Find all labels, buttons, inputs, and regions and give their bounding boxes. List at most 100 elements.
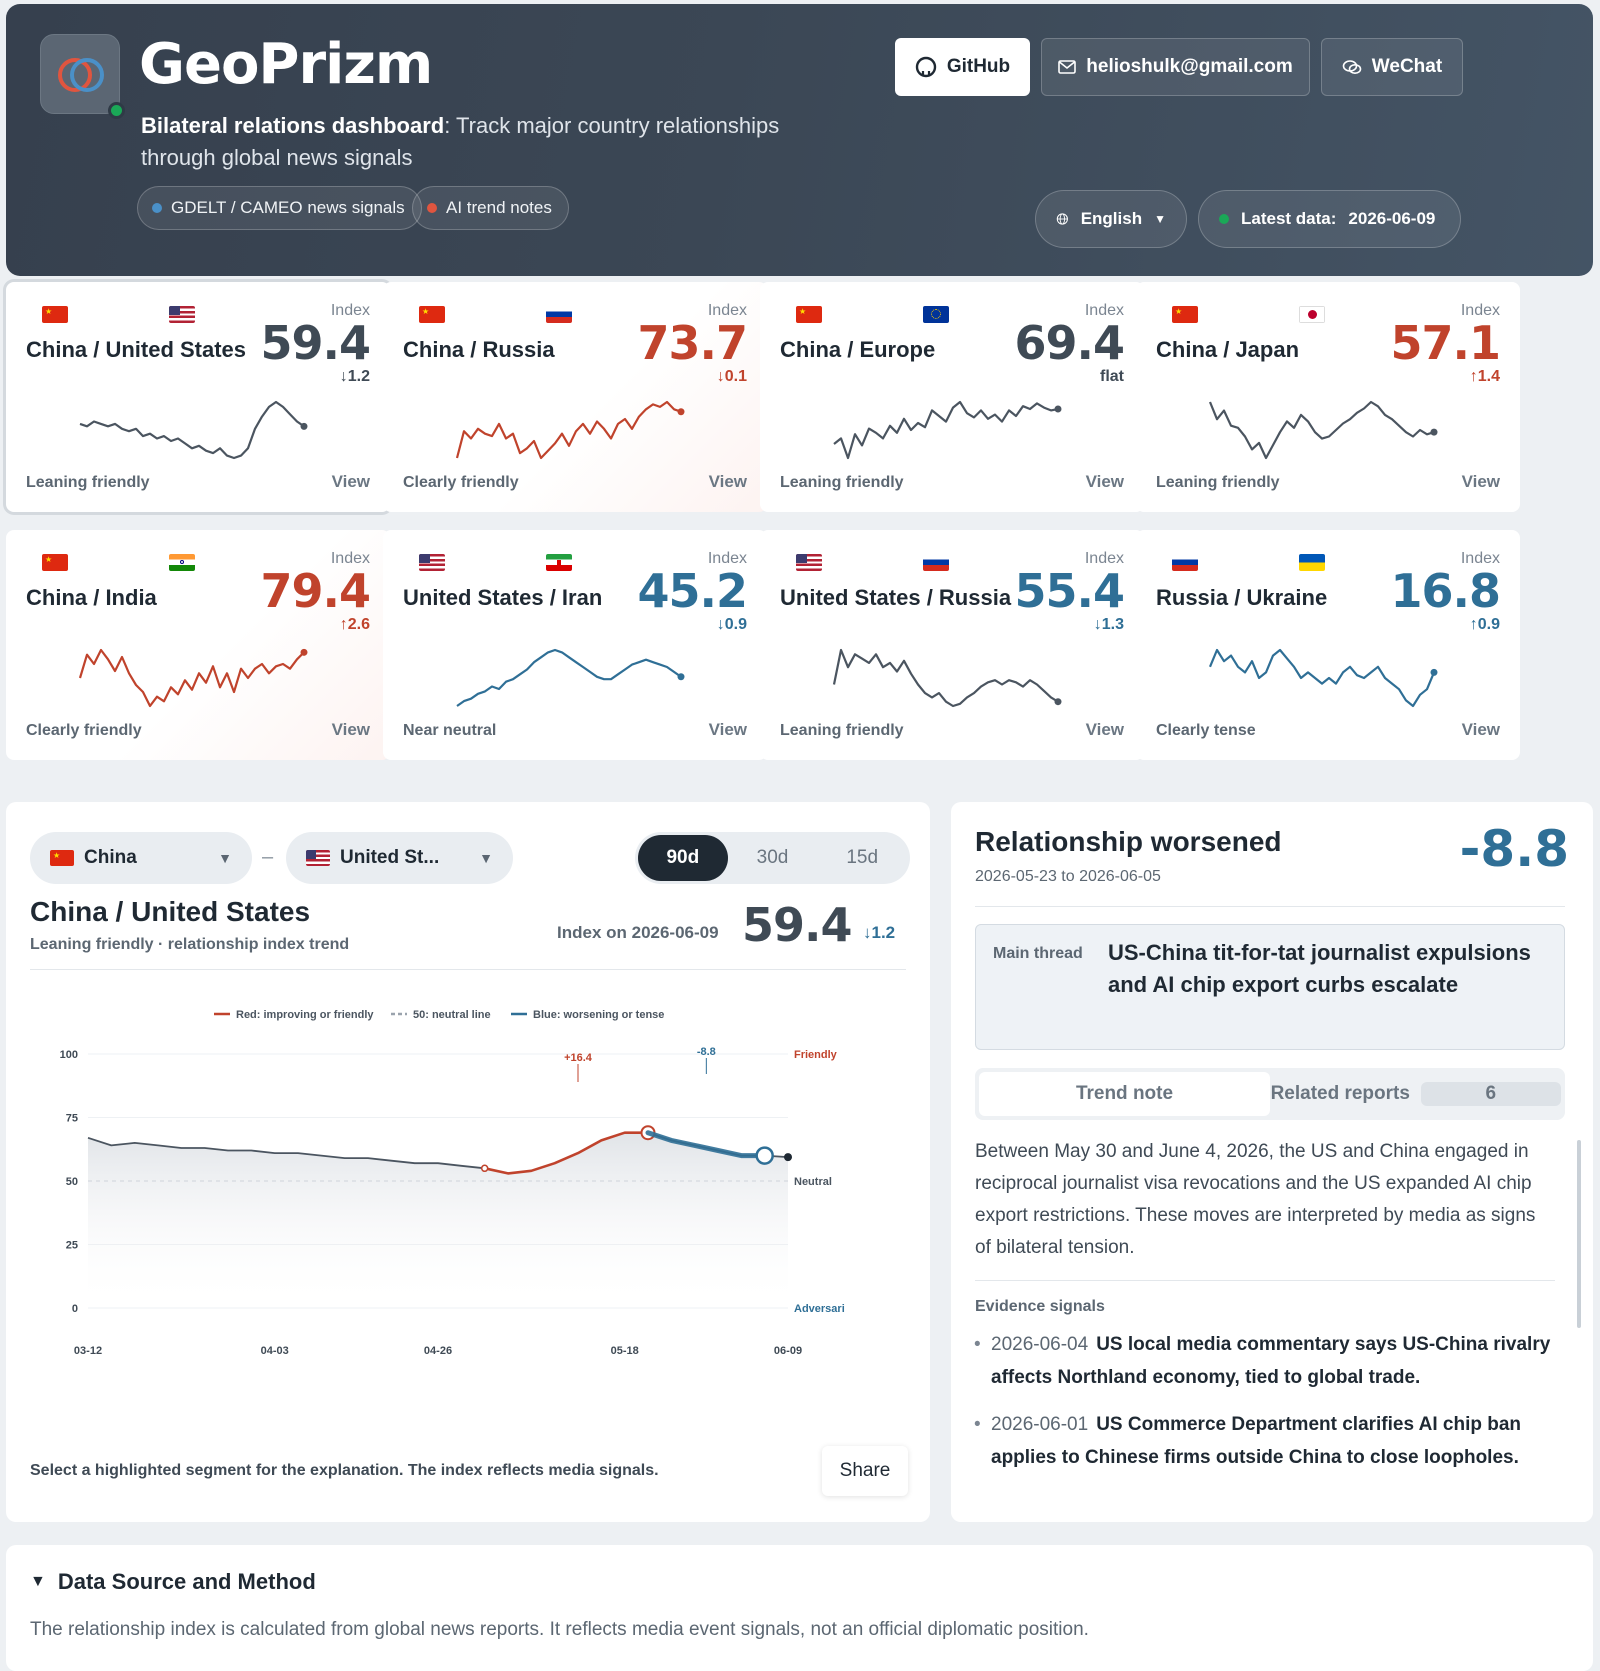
chevron-down-icon: ▼: [218, 850, 232, 866]
pair-dash: –: [262, 846, 274, 868]
eu-flag-icon: [923, 306, 949, 323]
relationship-index-chart: Red: improving or friendly 50: neutral li…: [60, 1009, 845, 1357]
pair-card[interactable]: United States / Iran Index 45.2 ↓0.9 Near ne…: [383, 530, 767, 760]
x-tick-label: 05-18: [611, 1345, 639, 1357]
view-link[interactable]: View: [708, 472, 747, 491]
view-link[interactable]: View: [1085, 720, 1124, 739]
pair-name: China / Europe: [780, 337, 936, 362]
method-toggle[interactable]: ▼ Data Source and Method: [30, 1569, 316, 1595]
highlighted-segment: [483, 1131, 650, 1175]
sparkline: [78, 648, 308, 708]
country-b-select[interactable]: United St... ▼: [286, 832, 513, 884]
detail-panel: ★ China ▼ – United St... ▼ 90d 30d 15d C…: [6, 802, 930, 1522]
view-link[interactable]: View: [1461, 472, 1500, 491]
subtitle-rest: : Track major country relationships thro…: [141, 113, 780, 170]
github-button[interactable]: GitHub: [895, 38, 1030, 96]
wechat-button[interactable]: WeChat: [1321, 38, 1463, 96]
relation-status: Near neutral: [403, 722, 497, 739]
sparkline-path: [1208, 400, 1435, 460]
pair-card[interactable]: Russia / Ukraine Index 16.8 ↑0.9 Clearly ten…: [1136, 530, 1520, 760]
chart-area: [88, 1132, 788, 1308]
caret-down-icon: ▼: [30, 1573, 46, 1590]
detail-title: China / United States: [30, 896, 311, 927]
sparkline: [1208, 400, 1438, 460]
pair-card[interactable]: ★ China / Japan Index 57.1 ↑1.4 Leaning frien…: [1136, 282, 1520, 512]
index-delta: ↓1.3: [1093, 616, 1124, 633]
subtitle-bold: Bilateral relations dashboard: [141, 113, 445, 138]
github-icon: [915, 56, 937, 78]
japan-flag-icon: [1299, 306, 1325, 323]
insight-range: 2026-05-23 to 2026-06-05: [975, 868, 1161, 885]
divider: [30, 969, 906, 970]
country-a-select[interactable]: ★ China ▼: [30, 832, 252, 884]
app-title: GeoPrizm: [139, 32, 433, 97]
mail-icon: [1058, 60, 1077, 74]
range-segmented-control: 90d 30d 15d: [635, 832, 910, 884]
tab-trend-note[interactable]: Trend note: [979, 1072, 1270, 1116]
detail-subtitle: Leaning friendly · relationship index tr…: [30, 936, 350, 953]
annotation-label: +16.4: [564, 1052, 593, 1064]
y-tick-label: 25: [66, 1240, 78, 1252]
prism-logo-icon: [58, 58, 104, 92]
view-link[interactable]: View: [331, 720, 370, 739]
view-link[interactable]: View: [708, 720, 747, 739]
language-select[interactable]: English ▼: [1035, 190, 1187, 248]
pair-name: China / India: [26, 585, 157, 610]
view-link[interactable]: View: [1461, 720, 1500, 739]
sparkline: [833, 400, 1062, 460]
pair-card[interactable]: ★ China / Russia Index 73.7 ↓0.1 Clearly frie…: [383, 282, 767, 512]
index-delta: ↑0.9: [1469, 616, 1500, 633]
country-b-label: United St...: [340, 847, 440, 868]
note-scrollbar[interactable]: [1577, 1140, 1581, 1328]
email-button[interactable]: helioshulk@gmail.com: [1041, 38, 1310, 96]
russia-flag-icon: [1172, 554, 1198, 571]
index-value: 57.1: [1390, 316, 1501, 370]
y-tick-label: 100: [60, 1049, 78, 1061]
sparkline-end-dot: [677, 408, 685, 416]
sparkline-end-dot: [300, 648, 308, 656]
red-dot-icon: [427, 203, 437, 213]
pair-card[interactable]: United States / Russia Index 55.4 ↓1.3 Leani…: [760, 530, 1144, 760]
sparkline: [1208, 648, 1438, 708]
sparkline-path: [1208, 648, 1436, 708]
sparkline-path: [833, 400, 1059, 460]
highlighted-segment: [645, 1130, 768, 1159]
tab-label: Related reports: [1270, 1083, 1410, 1104]
sparkline-path: [455, 400, 682, 460]
index-delta: ↓1.2: [863, 923, 896, 942]
china-flag-icon: ★: [42, 306, 68, 323]
legend-label: Blue: worsening or tense: [533, 1009, 664, 1021]
index-on-label: Index on 2026-06-09: [557, 923, 719, 942]
x-tick-label: 03-12: [74, 1345, 102, 1357]
view-link[interactable]: View: [1085, 472, 1124, 491]
y-tick-label: 50: [66, 1176, 78, 1188]
y-tick-label: 0: [72, 1303, 78, 1315]
index-delta: ↓1.2: [339, 368, 370, 385]
range-30d[interactable]: 30d: [756, 847, 789, 868]
view-link[interactable]: View: [331, 472, 370, 491]
x-tick-label: 04-26: [424, 1345, 452, 1357]
china-flag-icon: ★: [419, 306, 445, 323]
relation-status: Clearly tense: [1156, 722, 1256, 739]
range-90d[interactable]: 90d: [638, 835, 728, 881]
pair-card[interactable]: ★ China / United States Index 59.4 ↓1.2 Leani…: [6, 282, 390, 512]
latest-date: 2026-06-09: [1348, 209, 1436, 228]
range-15d[interactable]: 15d: [846, 847, 879, 868]
us-flag-icon: [169, 306, 195, 323]
china-flag-icon: ★: [50, 850, 74, 866]
pair-card[interactable]: ★ China / Europe Index 69.4 flat Leaning frie…: [760, 282, 1144, 512]
index-delta: flat: [1100, 368, 1124, 385]
evidence-title: Evidence signals: [975, 1298, 1105, 1315]
segment-start-marker: [480, 1164, 489, 1173]
tag-gdelt: GDELT / CAMEO news signals: [137, 186, 422, 230]
latest-label: Latest data:: [1241, 209, 1337, 228]
tab-related-reports[interactable]: Related reports 6: [1270, 1072, 1561, 1116]
russia-flag-icon: [923, 554, 949, 571]
main-thread-box: Main thread US-China tit-for-tat journal…: [975, 924, 1565, 1050]
pair-name: China / Russia: [403, 337, 555, 362]
share-button[interactable]: Share: [822, 1446, 908, 1496]
pair-card[interactable]: ★ China / India Index 79.4 ↑2.6 Clearly frien…: [6, 530, 390, 760]
zone-label: Neutral: [794, 1176, 832, 1188]
